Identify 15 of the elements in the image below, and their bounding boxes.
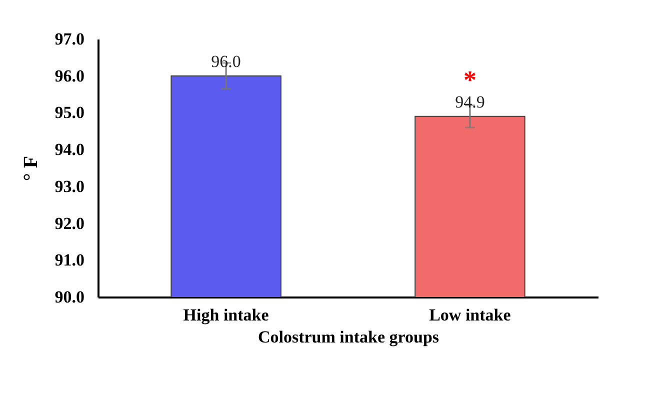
y-tick-label: 91.0 bbox=[54, 250, 84, 270]
annotation: * bbox=[463, 65, 476, 94]
data-label: 96.0 bbox=[211, 52, 241, 71]
x-tick-label: Low intake bbox=[429, 306, 512, 324]
x-tick-label: High intake bbox=[183, 306, 270, 324]
y-tick-label: 93.0 bbox=[54, 176, 84, 196]
y-tick-label: 97.0 bbox=[54, 30, 84, 48]
y-tick-label: 92.0 bbox=[54, 214, 84, 233]
x-axis-title: Colostrum intake groups bbox=[258, 328, 440, 346]
data-label: 94.9 bbox=[455, 92, 485, 112]
y-tick-label: 95.0 bbox=[54, 103, 84, 122]
y-axis-title: ° F bbox=[20, 156, 42, 182]
y-tick-label: 94.0 bbox=[54, 140, 84, 160]
y-tick-label: 96.0 bbox=[54, 66, 84, 86]
y-tick-label: 90.0 bbox=[54, 288, 84, 306]
